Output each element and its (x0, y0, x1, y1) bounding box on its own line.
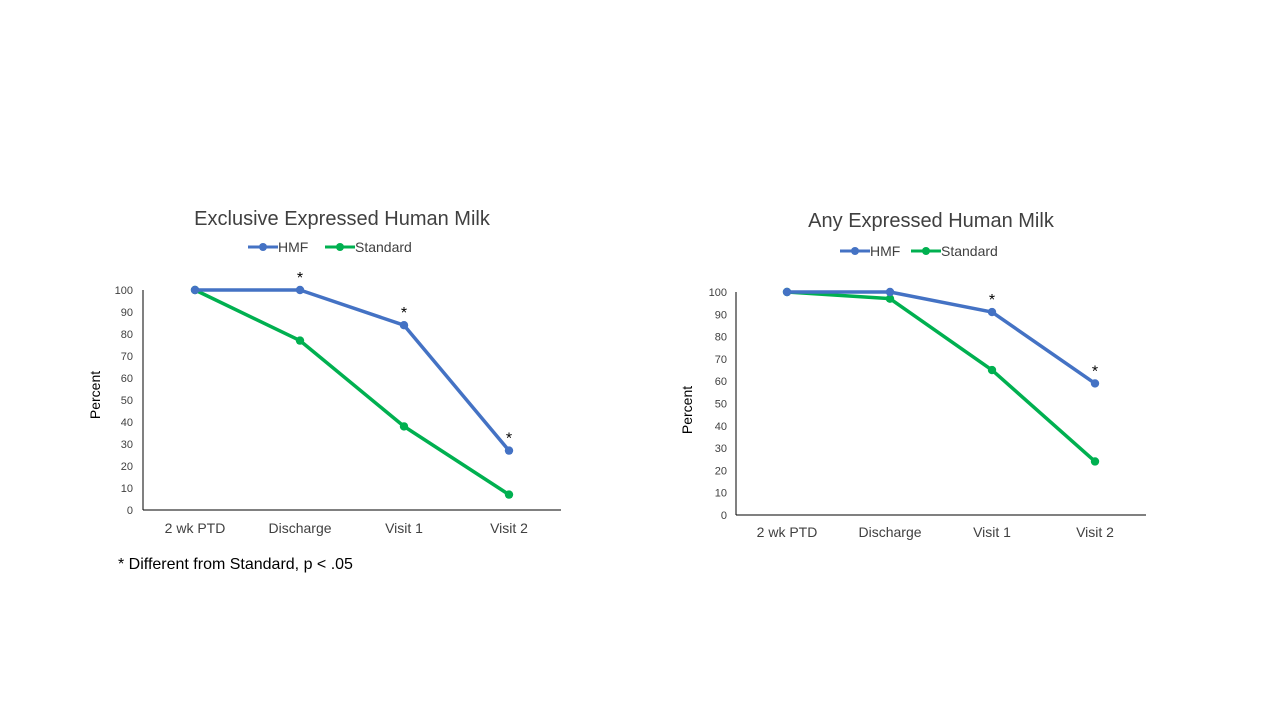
y-tick-label: 80 (121, 329, 133, 341)
chart-2-legend: HMF Standard (840, 243, 998, 259)
data-point-hmf (1090, 379, 1100, 388)
y-tick-label: 60 (121, 373, 133, 385)
chart-1-legend-hmf-label: HMF (278, 239, 308, 255)
y-tick-label: 0 (127, 505, 133, 517)
y-tick-label: 10 (715, 488, 727, 500)
y-tick-label: 30 (715, 443, 727, 455)
chart-2-legend-standard-label: Standard (941, 243, 998, 259)
y-tick-label: 90 (121, 307, 133, 319)
significance-marker: * (989, 292, 995, 309)
data-point-hmf (190, 285, 200, 295)
x-tick-label: Discharge (858, 524, 921, 540)
data-point-hmf (987, 307, 997, 317)
y-tick-label: 70 (121, 351, 133, 363)
data-point-hmf (399, 321, 409, 330)
series-line-hmf (787, 290, 1096, 385)
x-tick-label: 2 wk PTD (165, 520, 226, 536)
chart-2-plot-area: 0 10 20 30 40 50 60 70 80 90 100 2 wk PTD Discharge V… (709, 287, 1146, 540)
x-tick-label: 2 wk PTD (757, 524, 818, 540)
series-line-hmf (195, 288, 511, 452)
y-tick-label: 100 (709, 287, 727, 299)
chart-1-legend-standard-marker (336, 243, 344, 251)
y-tick-label: 0 (721, 510, 727, 522)
data-point-hmf (885, 287, 895, 297)
data-point-standard (885, 294, 895, 303)
y-tick-label: 70 (715, 354, 727, 366)
data-point-standard (399, 422, 409, 431)
x-tick-label: Visit 2 (490, 520, 528, 536)
y-tick-label: 60 (715, 376, 727, 388)
y-tick-label: 100 (115, 285, 133, 297)
chart-any-expressed-human-milk: Any Expressed Human Milk HMF Standard Pe… (679, 210, 1146, 540)
chart-2-title: Any Expressed Human Milk (808, 210, 1055, 232)
y-tick-label: 50 (715, 399, 727, 411)
data-point-standard (1090, 457, 1100, 466)
x-tick-label: Visit 1 (385, 520, 423, 536)
significance-marker: * (297, 270, 303, 287)
chart-1-title: Exclusive Expressed Human Milk (194, 208, 491, 230)
chart-2-legend-hmf-marker (851, 247, 859, 255)
significance-marker: * (1092, 363, 1098, 380)
data-point-hmf (295, 285, 305, 295)
chart-1-plot-area: 0 10 20 30 40 50 60 70 80 90 100 2 wk PTD Discharge V… (115, 270, 561, 536)
y-tick-label: 40 (715, 421, 727, 433)
x-tick-label: Visit 2 (1076, 524, 1114, 540)
y-tick-label: 50 (121, 395, 133, 407)
series-line-standard (194, 288, 510, 497)
y-tick-label: 80 (715, 332, 727, 344)
chart-exclusive-expressed-human-milk: Exclusive Expressed Human Milk HMF Stand… (87, 208, 561, 536)
data-point-standard (295, 336, 305, 345)
chart-1-y-axis-label: Percent (87, 371, 103, 419)
chart-1-legend: HMF Standard (248, 239, 412, 255)
series-line-standard (786, 290, 1097, 463)
x-tick-label: Discharge (268, 520, 331, 536)
data-point-standard (504, 490, 514, 499)
chart-2-legend-standard-marker (922, 247, 930, 255)
significance-marker: * (506, 431, 512, 448)
significance-marker: * (401, 305, 407, 322)
data-point-standard (987, 365, 997, 375)
y-tick-label: 10 (121, 483, 133, 495)
chart-2-y-axis-label: Percent (679, 386, 695, 434)
y-tick-label: 20 (715, 465, 727, 477)
chart-1-legend-hmf-marker (259, 243, 267, 251)
data-point-hmf (782, 287, 792, 297)
x-tick-label: Visit 1 (973, 524, 1011, 540)
y-tick-label: 20 (121, 461, 133, 473)
y-tick-label: 40 (121, 417, 133, 429)
chart-2-legend-hmf-label: HMF (870, 243, 900, 259)
y-tick-label: 90 (715, 309, 727, 321)
significance-footnote: * Different from Standard, p < .05 (118, 556, 353, 573)
y-tick-label: 30 (121, 439, 133, 451)
data-point-hmf (504, 446, 514, 455)
chart-1-legend-standard-label: Standard (355, 239, 412, 255)
